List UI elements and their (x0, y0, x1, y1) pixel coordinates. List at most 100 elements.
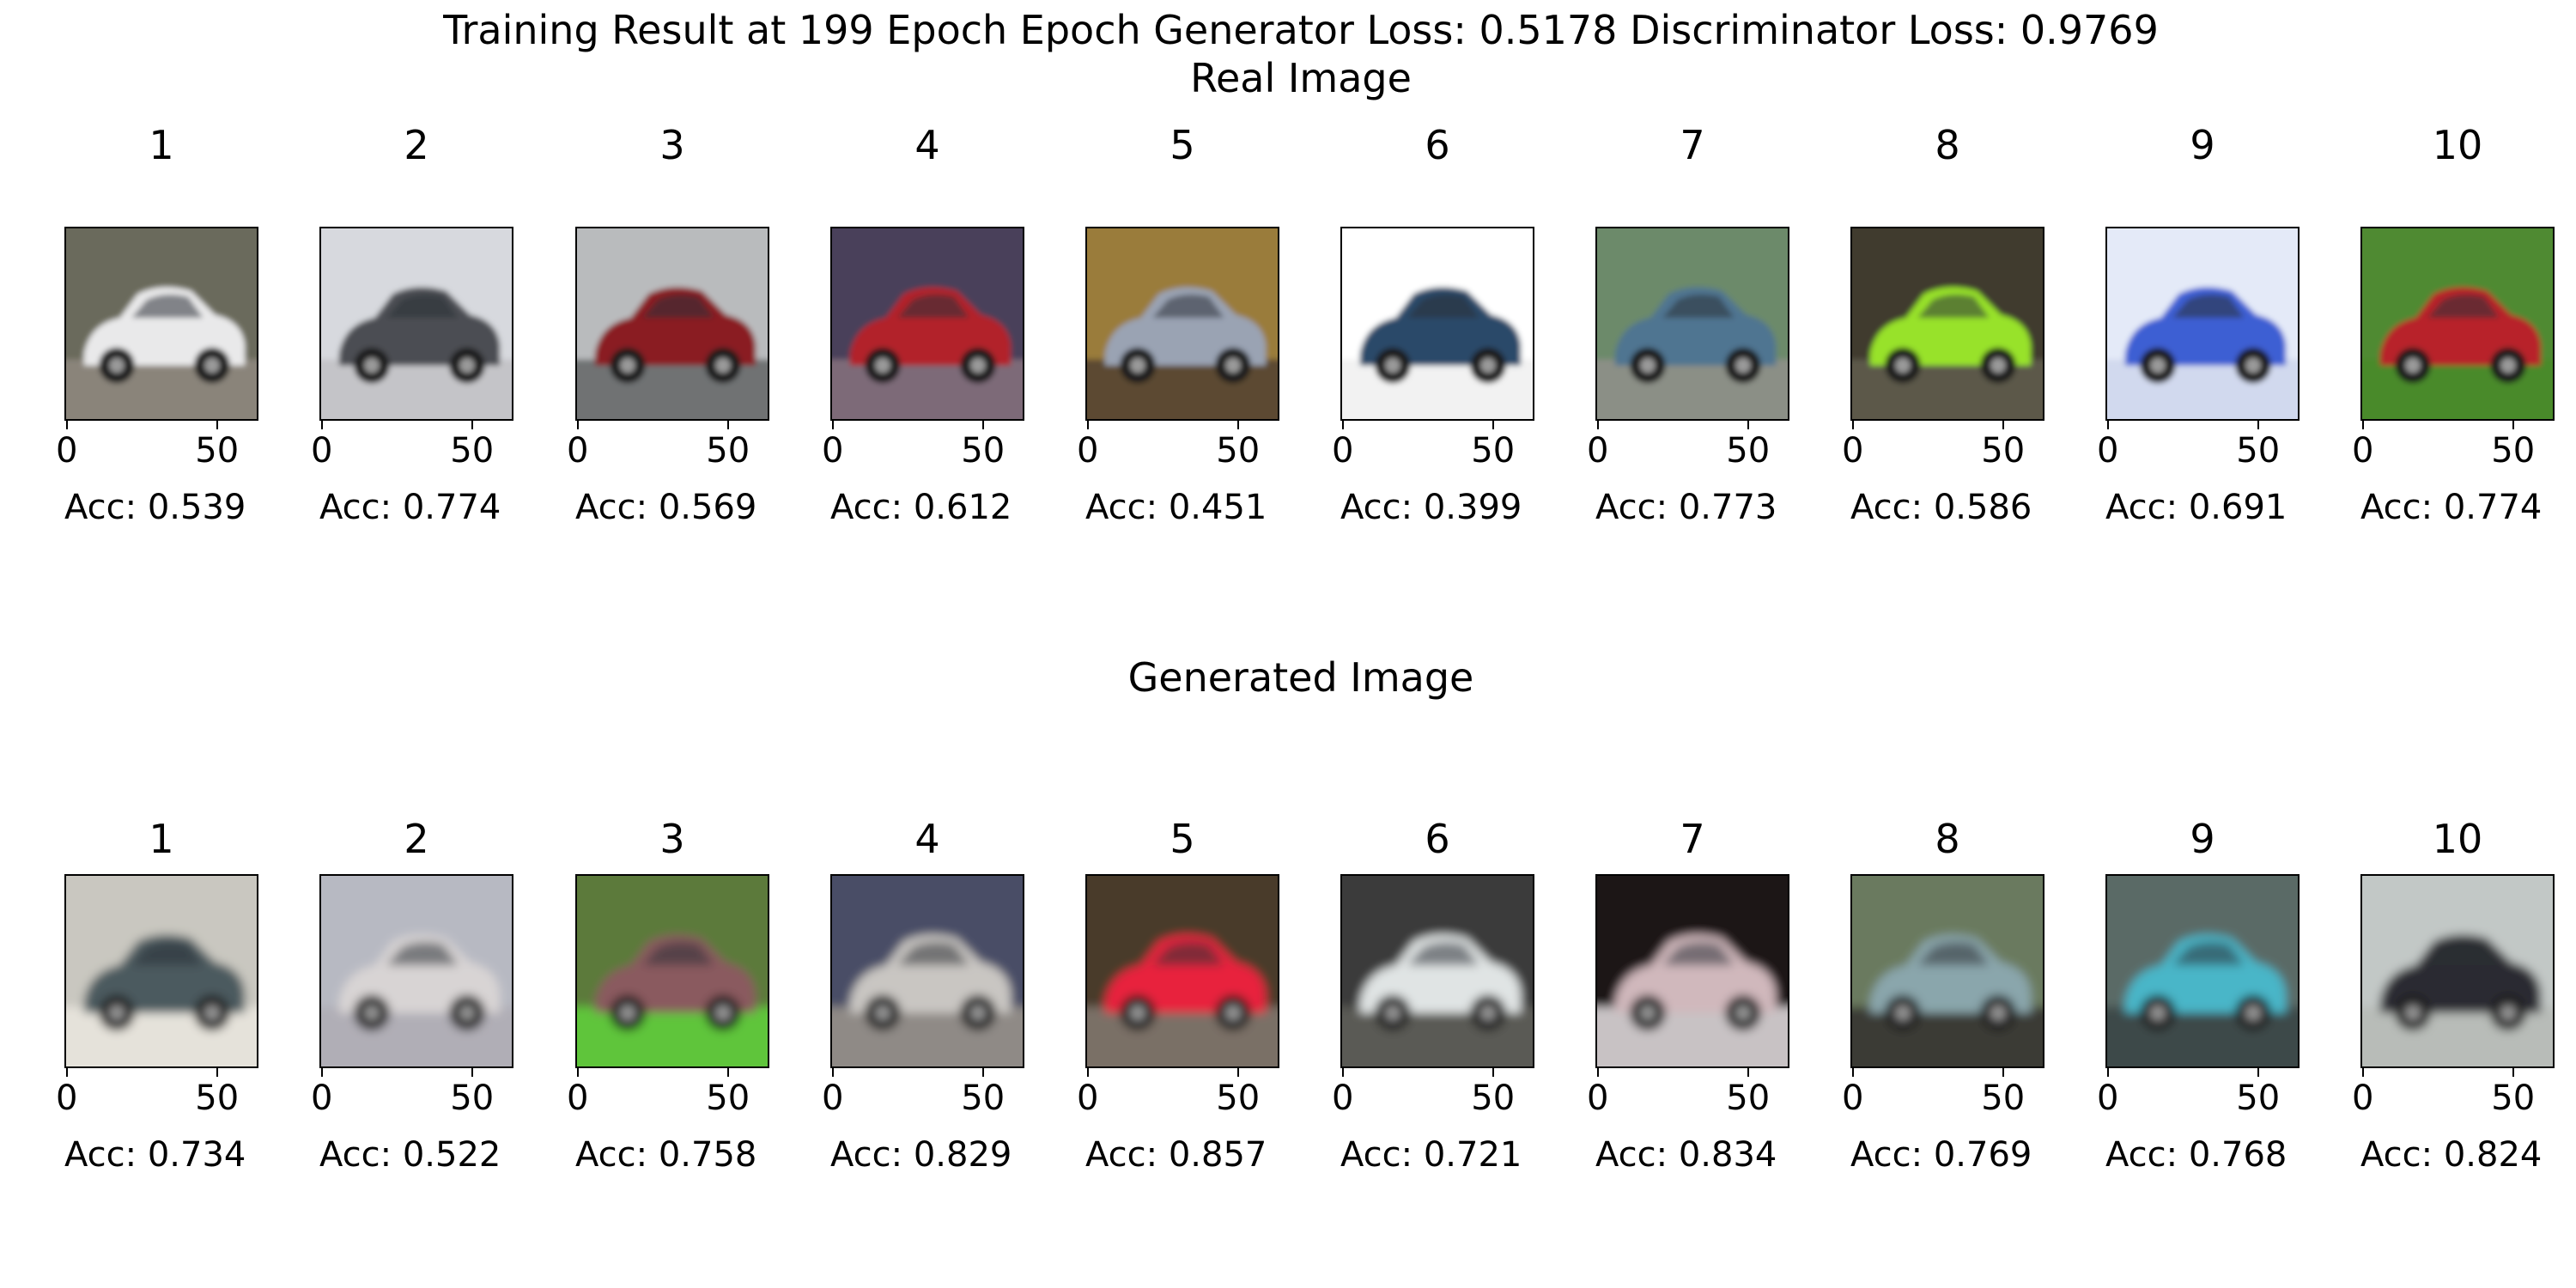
x-axis-tick (2106, 1068, 2109, 1077)
x-axis-tick (320, 421, 323, 429)
x-axis-tick-label: 0 (1587, 431, 1609, 471)
x-axis-tick-label: 0 (1842, 431, 1864, 471)
x-axis-tick-label: 50 (961, 431, 1005, 471)
x-axis-tick-label: 50 (706, 431, 750, 471)
generated-white-car-blur (321, 876, 512, 1066)
red-beetle-photo (832, 228, 1023, 419)
x-axis-tick (1492, 421, 1494, 429)
panel-number: 7 (1680, 122, 1705, 168)
panel-number: 9 (2190, 122, 2215, 168)
accuracy-label: Acc: 0.691 (2105, 488, 2287, 527)
x-axis-tick-label: 50 (2236, 1078, 2281, 1118)
x-axis-tick-label: 0 (311, 431, 333, 471)
x-axis-tick-label: 50 (1981, 1078, 2026, 1118)
red-black-coupe-photo (577, 228, 768, 419)
x-axis-tick (65, 421, 68, 429)
accuracy-label: Acc: 0.857 (1085, 1135, 1267, 1175)
generated-cyan-car-blur (2107, 876, 2298, 1066)
car-image (319, 874, 513, 1068)
x-axis-tick (981, 1068, 984, 1077)
accuracy-label: Acc: 0.451 (1085, 488, 1267, 527)
x-axis-tick (1851, 421, 1854, 429)
real-image-title: Real Image (1190, 55, 1412, 101)
car-image (830, 874, 1024, 1068)
x-axis-tick-label: 0 (822, 431, 844, 471)
x-axis-tick-label: 50 (706, 1078, 750, 1118)
accuracy-label: Acc: 0.769 (1850, 1135, 2032, 1175)
green-lamborghini-photo (1852, 228, 2043, 419)
x-axis-tick (216, 421, 218, 429)
x-axis-tick-label: 0 (567, 431, 589, 471)
x-axis-tick-label: 50 (450, 1078, 495, 1118)
blue-sedan-white-bg-photo (1342, 228, 1533, 419)
car-image (1085, 874, 1279, 1068)
x-axis-tick-label: 50 (1216, 431, 1261, 471)
blue-hatchback-photo (1597, 228, 1788, 419)
x-axis-tick-label: 0 (1077, 1078, 1099, 1118)
x-axis-tick-label: 0 (1587, 1078, 1609, 1118)
accuracy-label: Acc: 0.539 (64, 488, 246, 527)
car-image (1085, 227, 1279, 421)
x-axis-tick (471, 1068, 473, 1077)
white-car-street-photo (66, 228, 257, 419)
car-image (2105, 227, 2300, 421)
x-axis-tick (1341, 421, 1344, 429)
generated-teal-car-blur (1852, 876, 2043, 1066)
x-axis-tick-label: 0 (311, 1078, 333, 1118)
x-axis-tick-label: 0 (56, 1078, 78, 1118)
x-axis-tick-label: 50 (1216, 1078, 1261, 1118)
x-axis-tick (1492, 1068, 1494, 1077)
panel-number: 6 (1425, 816, 1450, 862)
panel-number: 4 (914, 122, 940, 168)
x-axis-tick-label: 0 (822, 1078, 844, 1118)
car-image (1340, 227, 1534, 421)
panel-number: 2 (404, 122, 429, 168)
x-axis-tick (471, 421, 473, 429)
accuracy-label: Acc: 0.824 (2360, 1135, 2543, 1175)
x-axis-tick (1851, 1068, 1854, 1077)
x-axis-tick (216, 1068, 218, 1077)
x-axis-tick (2002, 421, 2004, 429)
panel-number: 7 (1680, 816, 1705, 862)
x-axis-tick (2512, 1068, 2514, 1077)
figure-title: Training Result at 199 Epoch Epoch Gener… (443, 7, 2159, 53)
x-axis-tick (726, 1068, 729, 1077)
panel-number: 5 (1170, 816, 1195, 862)
generated-image-title: Generated Image (1127, 654, 1474, 701)
x-axis-tick-label: 50 (2236, 431, 2281, 471)
panel-number: 1 (149, 816, 174, 862)
x-axis-tick (2002, 1068, 2004, 1077)
car-image (64, 227, 258, 421)
x-axis-tick (1596, 421, 1599, 429)
x-axis-tick (1086, 421, 1089, 429)
x-axis-tick-label: 50 (1471, 1078, 1516, 1118)
panel-number: 10 (2432, 122, 2483, 168)
accuracy-label: Acc: 0.612 (830, 488, 1012, 527)
x-axis-tick-label: 0 (2352, 1078, 2374, 1118)
car-image (1340, 874, 1534, 1068)
panel-number: 6 (1425, 122, 1450, 168)
x-axis-tick (981, 421, 984, 429)
x-axis-tick-label: 50 (2491, 1078, 2536, 1118)
panel-number: 8 (1935, 122, 1960, 168)
car-image (64, 874, 258, 1068)
accuracy-label: Acc: 0.399 (1340, 488, 1522, 527)
x-axis-tick (1747, 421, 1749, 429)
x-axis-tick-label: 0 (1077, 431, 1099, 471)
car-image (2105, 874, 2300, 1068)
red-muscle-car-grass-photo (2362, 228, 2553, 419)
x-axis-tick-label: 50 (1981, 431, 2026, 471)
x-axis-tick-label: 0 (1332, 431, 1354, 471)
generated-grey-car-blur (66, 876, 257, 1066)
accuracy-label: Acc: 0.758 (575, 1135, 757, 1175)
x-axis-tick-label: 50 (961, 1078, 1005, 1118)
generated-red-car-blur (1087, 876, 1278, 1066)
generated-car-green-blur (577, 876, 768, 1066)
x-axis-tick-label: 50 (450, 431, 495, 471)
x-axis-tick (726, 421, 729, 429)
x-axis-tick-label: 50 (195, 1078, 240, 1118)
x-axis-tick-label: 50 (1726, 1078, 1771, 1118)
x-axis-tick (576, 1068, 579, 1077)
car-image (830, 227, 1024, 421)
panel-number: 5 (1170, 122, 1195, 168)
